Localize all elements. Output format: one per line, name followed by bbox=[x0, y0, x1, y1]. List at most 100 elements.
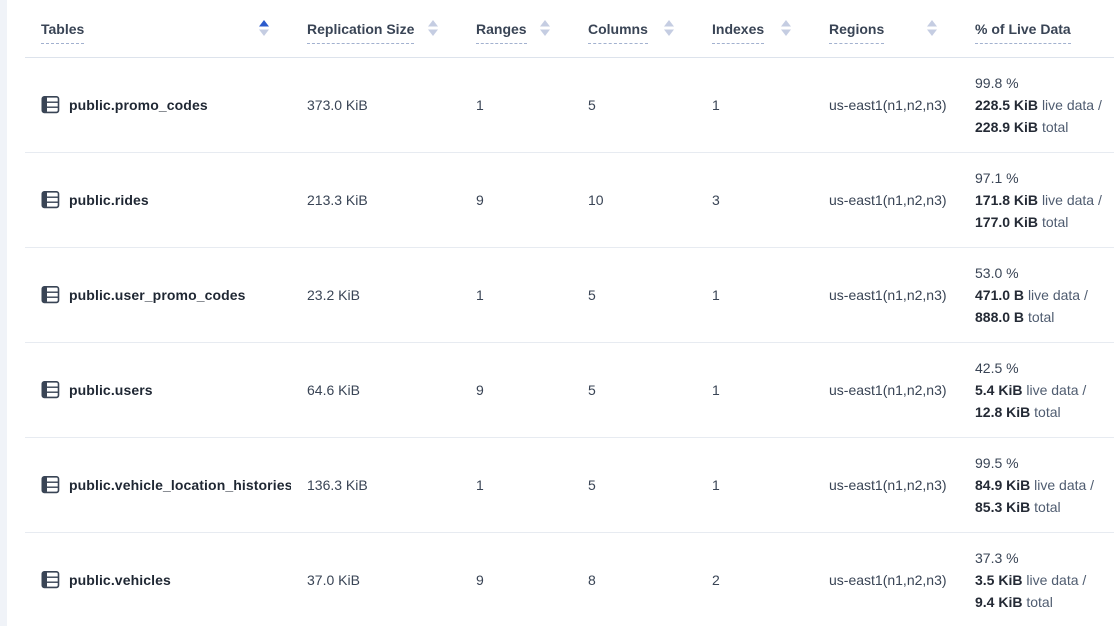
sort-asc-icon bbox=[540, 20, 550, 27]
total-data-size: 85.3 KiB total bbox=[975, 498, 1061, 515]
columns-cell: 8 bbox=[572, 532, 696, 626]
column-header[interactable]: Ranges bbox=[460, 0, 572, 58]
sort-desc-icon bbox=[927, 29, 937, 37]
columns-cell: 5 bbox=[572, 342, 696, 438]
column-header[interactable]: Tables bbox=[25, 0, 291, 58]
ranges-cell: 9 bbox=[460, 152, 572, 248]
table-row[interactable]: public.vehicle_location_histories 136.3 … bbox=[25, 437, 1114, 533]
column-header-label: Regions bbox=[829, 21, 885, 44]
sort-asc-icon bbox=[259, 20, 269, 27]
regions-cell: us-east1(n1,n2,n3) bbox=[813, 152, 959, 248]
sort-asc-icon bbox=[781, 20, 791, 27]
column-header-label: Tables bbox=[41, 21, 85, 44]
sort-desc-icon bbox=[664, 29, 674, 37]
table-name-link[interactable]: public.users bbox=[69, 381, 153, 398]
live-data-cell: 53.0 % 471.0 B live data / 888.0 B total bbox=[959, 247, 1114, 343]
ranges-cell: 9 bbox=[460, 342, 572, 438]
live-data-size: 171.8 KiB live data / bbox=[975, 191, 1102, 208]
live-data-cell: 99.5 % 84.9 KiB live data / 85.3 KiB tot… bbox=[959, 437, 1114, 533]
total-data-size: 9.4 KiB total bbox=[975, 593, 1053, 610]
column-header[interactable]: Replication Size bbox=[291, 0, 460, 58]
tables-list-panel: Tables Replication Size bbox=[25, 0, 1114, 626]
column-header[interactable]: Columns bbox=[572, 0, 696, 58]
column-header-label: Ranges bbox=[476, 21, 527, 44]
sort-arrows-icon[interactable] bbox=[652, 20, 674, 37]
regions-cell: us-east1(n1,n2,n3) bbox=[813, 57, 959, 153]
column-header[interactable]: % of Live Data bbox=[959, 0, 1114, 58]
columns-cell: 5 bbox=[572, 437, 696, 533]
sort-asc-icon bbox=[664, 20, 674, 27]
page-left-gutter bbox=[0, 0, 7, 626]
columns-cell: 10 bbox=[572, 152, 696, 248]
table-icon bbox=[41, 285, 60, 304]
indexes-cell: 1 bbox=[696, 342, 813, 438]
live-data-percent: 99.5 % bbox=[975, 454, 1019, 471]
indexes-cell: 2 bbox=[696, 532, 813, 626]
sort-arrows-icon[interactable] bbox=[915, 20, 937, 37]
total-data-size: 12.8 KiB total bbox=[975, 403, 1061, 420]
sort-arrows-icon[interactable] bbox=[528, 20, 550, 37]
column-header-label: Columns bbox=[588, 21, 648, 44]
total-data-size: 228.9 KiB total bbox=[975, 118, 1069, 135]
table-row[interactable]: public.users 64.6 KiB 9 5 1 us-east1(n1,… bbox=[25, 342, 1114, 438]
sort-arrows-icon[interactable] bbox=[1105, 20, 1114, 36]
live-data-size: 471.0 B live data / bbox=[975, 286, 1088, 303]
regions-cell: us-east1(n1,n2,n3) bbox=[813, 342, 959, 438]
ranges-cell: 1 bbox=[460, 437, 572, 533]
column-header-label: Replication Size bbox=[307, 21, 415, 44]
column-header-label: % of Live Data bbox=[975, 21, 1071, 44]
replication-size-cell: 64.6 KiB bbox=[291, 342, 460, 438]
live-data-percent: 97.1 % bbox=[975, 169, 1019, 186]
table-row[interactable]: public.promo_codes 373.0 KiB 1 5 1 us-ea… bbox=[25, 57, 1114, 153]
sort-desc-icon bbox=[781, 29, 791, 37]
table-row[interactable]: public.vehicles 37.0 KiB 9 8 2 us-east1(… bbox=[25, 532, 1114, 626]
table-icon bbox=[41, 380, 60, 399]
table-name-link[interactable]: public.vehicle_location_histories bbox=[69, 476, 291, 493]
live-data-cell: 99.8 % 228.5 KiB live data / 228.9 KiB t… bbox=[959, 57, 1114, 153]
live-data-cell: 97.1 % 171.8 KiB live data / 177.0 KiB t… bbox=[959, 152, 1114, 248]
sort-desc-icon bbox=[428, 29, 438, 37]
live-data-size: 228.5 KiB live data / bbox=[975, 96, 1102, 113]
live-data-percent: 37.3 % bbox=[975, 549, 1019, 566]
regions-cell: us-east1(n1,n2,n3) bbox=[813, 247, 959, 343]
columns-cell: 5 bbox=[572, 247, 696, 343]
table-row[interactable]: public.user_promo_codes 23.2 KiB 1 5 1 u… bbox=[25, 247, 1114, 343]
table-icon bbox=[41, 475, 60, 494]
table-body: public.promo_codes 373.0 KiB 1 5 1 us-ea… bbox=[25, 57, 1114, 626]
table-name-link[interactable]: public.rides bbox=[69, 191, 149, 208]
replication-size-cell: 37.0 KiB bbox=[291, 532, 460, 626]
table-row[interactable]: public.rides 213.3 KiB 9 10 3 us-east1(n… bbox=[25, 152, 1114, 248]
replication-size-cell: 136.3 KiB bbox=[291, 437, 460, 533]
total-data-size: 177.0 KiB total bbox=[975, 213, 1069, 230]
total-data-size: 888.0 B total bbox=[975, 308, 1055, 325]
ranges-cell: 1 bbox=[460, 57, 572, 153]
table-name-link[interactable]: public.vehicles bbox=[69, 571, 171, 588]
sort-arrows-icon[interactable] bbox=[247, 20, 269, 37]
sort-arrows-icon[interactable] bbox=[416, 20, 438, 37]
indexes-cell: 3 bbox=[696, 152, 813, 248]
column-header[interactable]: Regions bbox=[813, 0, 959, 58]
indexes-cell: 1 bbox=[696, 247, 813, 343]
ranges-cell: 1 bbox=[460, 247, 572, 343]
live-data-size: 5.4 KiB live data / bbox=[975, 381, 1087, 398]
indexes-cell: 1 bbox=[696, 437, 813, 533]
replication-size-cell: 213.3 KiB bbox=[291, 152, 460, 248]
column-header[interactable]: Indexes bbox=[696, 0, 813, 58]
sort-desc-icon bbox=[259, 29, 269, 37]
database-tables-table: Tables Replication Size bbox=[25, 0, 1114, 626]
ranges-cell: 9 bbox=[460, 532, 572, 626]
sort-asc-icon bbox=[927, 20, 937, 27]
table-icon bbox=[41, 570, 60, 589]
live-data-percent: 99.8 % bbox=[975, 74, 1019, 91]
live-data-size: 84.9 KiB live data / bbox=[975, 476, 1095, 493]
table-icon bbox=[41, 190, 60, 209]
sort-desc-icon bbox=[540, 29, 550, 37]
table-name-link[interactable]: public.user_promo_codes bbox=[69, 286, 246, 303]
live-data-percent: 53.0 % bbox=[975, 264, 1019, 281]
table-name-link[interactable]: public.promo_codes bbox=[69, 96, 208, 113]
column-header-label: Indexes bbox=[712, 21, 765, 44]
header-row: Tables Replication Size bbox=[25, 0, 1114, 58]
replication-size-cell: 23.2 KiB bbox=[291, 247, 460, 343]
sort-arrows-icon[interactable] bbox=[769, 20, 791, 37]
columns-cell: 5 bbox=[572, 57, 696, 153]
